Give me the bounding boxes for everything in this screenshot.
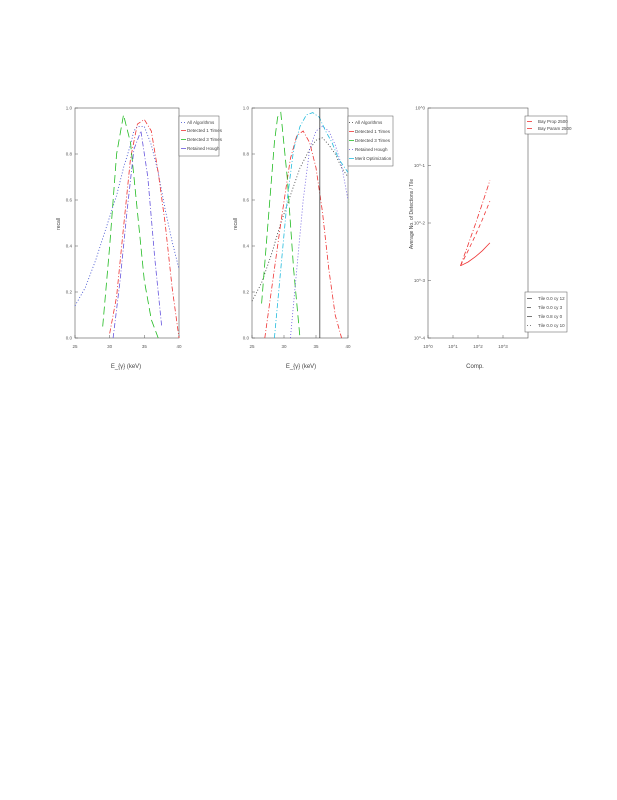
panel-1-legend-box <box>178 115 220 157</box>
x-tick-label: 10^2 <box>473 344 483 349</box>
x-tick-label: 40 <box>176 344 182 349</box>
panel-2-legend-entry: All Algorithms <box>355 120 383 125</box>
panel-2-legend-entry: Detected 1 Times <box>355 129 391 134</box>
panel-2: 25 30 35 40 0.0 0.2 0.4 0.6 0.8 1.0 E_{γ} (keV) r… <box>233 106 394 370</box>
panel-1-legend: All Algorithms Detected 1 Times Detected… <box>178 115 223 157</box>
panel-3-legend-entry: Tile 0.0 cy 10 <box>538 323 565 328</box>
panel-2-legend: All Algorithms Detected 1 Times Detected… <box>347 115 394 167</box>
panel-3-legend-entry: Tile 0.0 cy 3 <box>538 305 563 310</box>
x-tick-label: 35 <box>142 344 148 349</box>
y-tick-label: 0.2 <box>243 290 250 295</box>
panel-1-legend-entry: Detected 1 Times <box>187 128 223 133</box>
y-tick-label: 0.0 <box>66 336 73 341</box>
y-tick-label: 10^-3 <box>414 278 426 283</box>
panel-3-legend-top-box <box>524 115 568 135</box>
y-tick-label: 1.0 <box>243 106 250 111</box>
series-line-2 <box>109 118 180 339</box>
panel-1-xlabel: E_{γ} (keV) <box>111 364 141 370</box>
series-line-4 <box>112 129 163 339</box>
panel-3-legend-bottom: Tile 0.0 cy 12 Tile 0.0 cy 3 Tile 0.8 cy… <box>524 291 568 333</box>
panel-1-legend-entry: Retained Hough <box>187 146 220 151</box>
series-line-4 <box>290 125 349 339</box>
y-tick-label: 0.0 <box>243 336 250 341</box>
panel-3-legend-entry: Bay Prop 2500 <box>538 119 568 124</box>
y-tick-label: 0.8 <box>66 152 73 157</box>
y-tick-label: 0.2 <box>66 290 73 295</box>
panel-3-plot-area <box>427 107 529 339</box>
panel-2-legend-entry: Detected 3 Times <box>355 138 391 143</box>
panel-3-legend-entry: Tile 0.8 cy 0 <box>538 314 563 319</box>
panel-2-ylabel: recall <box>233 218 239 230</box>
y-tick-label: 10^0 <box>415 106 425 111</box>
x-tick-label: 10^1 <box>448 344 458 349</box>
panel-3: 10^0 10^1 10^2 10^310^-410^-310^-210^-110^0… <box>409 106 572 371</box>
panel-2-xlabel: E_{γ} (keV) <box>286 364 316 370</box>
panel-2-legend-box <box>347 115 394 167</box>
panel-1: 25 30 35 40 0.0 0.2 0.4 0.6 0.8 1.0 E_{γ} (keV) r… <box>56 106 223 371</box>
x-tick-label: 10^0 <box>423 344 433 349</box>
panel-1-marks: 25 30 35 40 0.0 0.2 0.4 0.6 0.8 1.0 <box>66 106 182 350</box>
x-tick-label: 10^3 <box>498 344 508 349</box>
x-tick-label: 35 <box>313 344 319 349</box>
series-line-5 <box>274 112 349 339</box>
y-tick-label: 0.4 <box>243 244 250 249</box>
panel-3-legend-entry: Bay Param 2500 <box>538 126 572 131</box>
panel-1-legend-entry: All Algorithms <box>187 120 215 125</box>
series-line-1 <box>74 126 180 306</box>
panel-3-legend-entry: Tile 0.0 cy 12 <box>538 296 565 301</box>
panel-3-xlabel: Comp. <box>466 364 484 370</box>
panel-1-plot-area <box>74 107 180 339</box>
panel-2-plot-area <box>251 107 349 339</box>
panel-3-legend-top: Bay Prop 2500 Bay Param 2500 <box>524 115 572 135</box>
series-line-1 <box>251 137 349 302</box>
panel-3-marks: 10^0 10^1 10^2 10^3 10^-4 10^-3 10^-2 10^-1 10^0 <box>414 106 508 350</box>
x-tick-label: 40 <box>345 344 351 349</box>
y-tick-label: 10^-2 <box>414 221 426 226</box>
series-line-1 <box>460 242 491 267</box>
panel-1-ylabel: recall <box>56 218 62 230</box>
x-tick-label: 25 <box>249 344 255 349</box>
panel-2-legend-entry: Merit Optimization <box>355 156 392 161</box>
series-line-3 <box>460 180 491 266</box>
y-tick-label: 10^-4 <box>414 336 426 341</box>
y-tick-label: 10^-1 <box>414 163 426 168</box>
y-tick-label: 1.0 <box>66 106 73 111</box>
y-tick-label: 0.6 <box>243 198 250 203</box>
series-line-2 <box>460 200 491 266</box>
panel-2-marks: 25 30 35 40 0.0 0.2 0.4 0.6 0.8 1.0 <box>243 106 351 350</box>
y-tick-label: 0.6 <box>66 198 73 203</box>
series-line-3 <box>102 114 159 339</box>
x-tick-label: 30 <box>107 344 113 349</box>
x-tick-label: 25 <box>72 344 78 349</box>
panel-1-legend-entry: Detected 3 Times <box>187 137 223 142</box>
x-tick-label: 30 <box>281 344 287 349</box>
panel-3-ylabel: Average No. of Detections / Tile <box>409 179 415 249</box>
series-line-2 <box>264 130 342 339</box>
y-tick-label: 0.8 <box>243 152 250 157</box>
y-tick-label: 0.4 <box>66 244 73 249</box>
panel-2-legend-entry: Retained Hough <box>355 147 388 152</box>
